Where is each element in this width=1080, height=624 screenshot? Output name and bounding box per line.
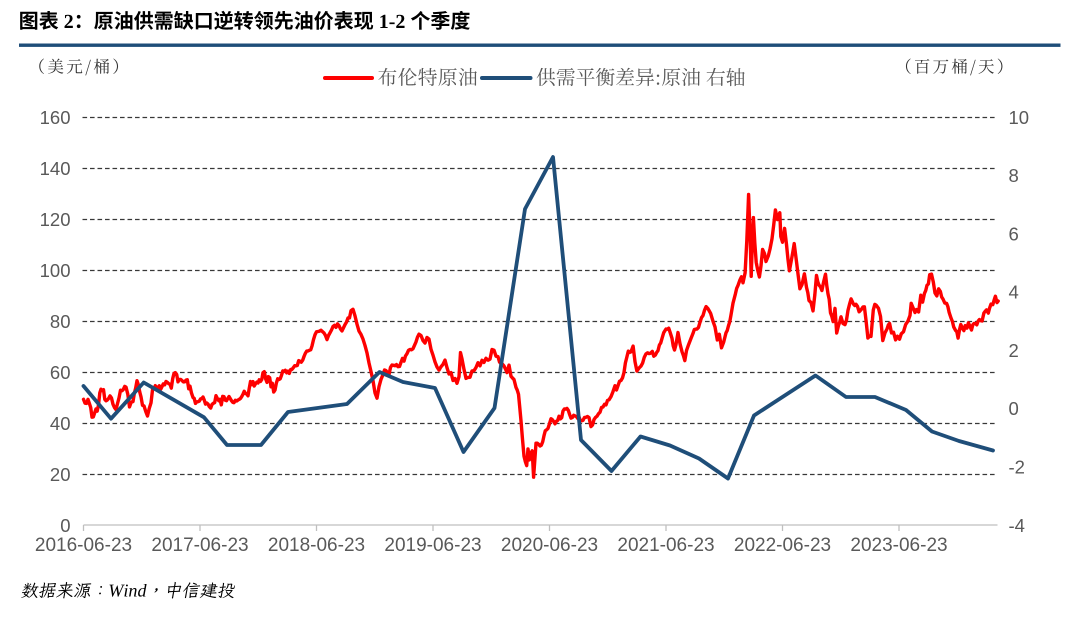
svg-text:0: 0 [60, 515, 70, 536]
svg-text:2018-06-23: 2018-06-23 [268, 535, 365, 556]
svg-text:120: 120 [40, 209, 71, 230]
svg-text:2017-06-23: 2017-06-23 [151, 535, 248, 556]
svg-text:-2: -2 [1009, 457, 1025, 478]
svg-text:2: 2 [1009, 340, 1019, 361]
svg-text:0: 0 [1009, 398, 1019, 419]
svg-text:2020-06-23: 2020-06-23 [501, 535, 598, 556]
svg-text:8: 8 [1009, 165, 1019, 186]
svg-text:4: 4 [1009, 282, 1019, 303]
svg-text:40: 40 [50, 413, 71, 434]
svg-text:100: 100 [40, 260, 71, 281]
svg-text:160: 160 [40, 107, 71, 128]
svg-text:140: 140 [40, 158, 71, 179]
svg-text:6: 6 [1009, 223, 1019, 244]
svg-text:60: 60 [50, 362, 71, 383]
svg-text:2016-06-23: 2016-06-23 [35, 535, 132, 556]
svg-text:2022-06-23: 2022-06-23 [734, 535, 831, 556]
svg-text:2023-06-23: 2023-06-23 [850, 535, 947, 556]
svg-text:10: 10 [1009, 107, 1030, 128]
svg-text:80: 80 [50, 311, 71, 332]
svg-text:-4: -4 [1009, 515, 1025, 536]
svg-text:2019-06-23: 2019-06-23 [384, 535, 481, 556]
svg-text:20: 20 [50, 464, 71, 485]
svg-text:2021-06-23: 2021-06-23 [617, 535, 714, 556]
